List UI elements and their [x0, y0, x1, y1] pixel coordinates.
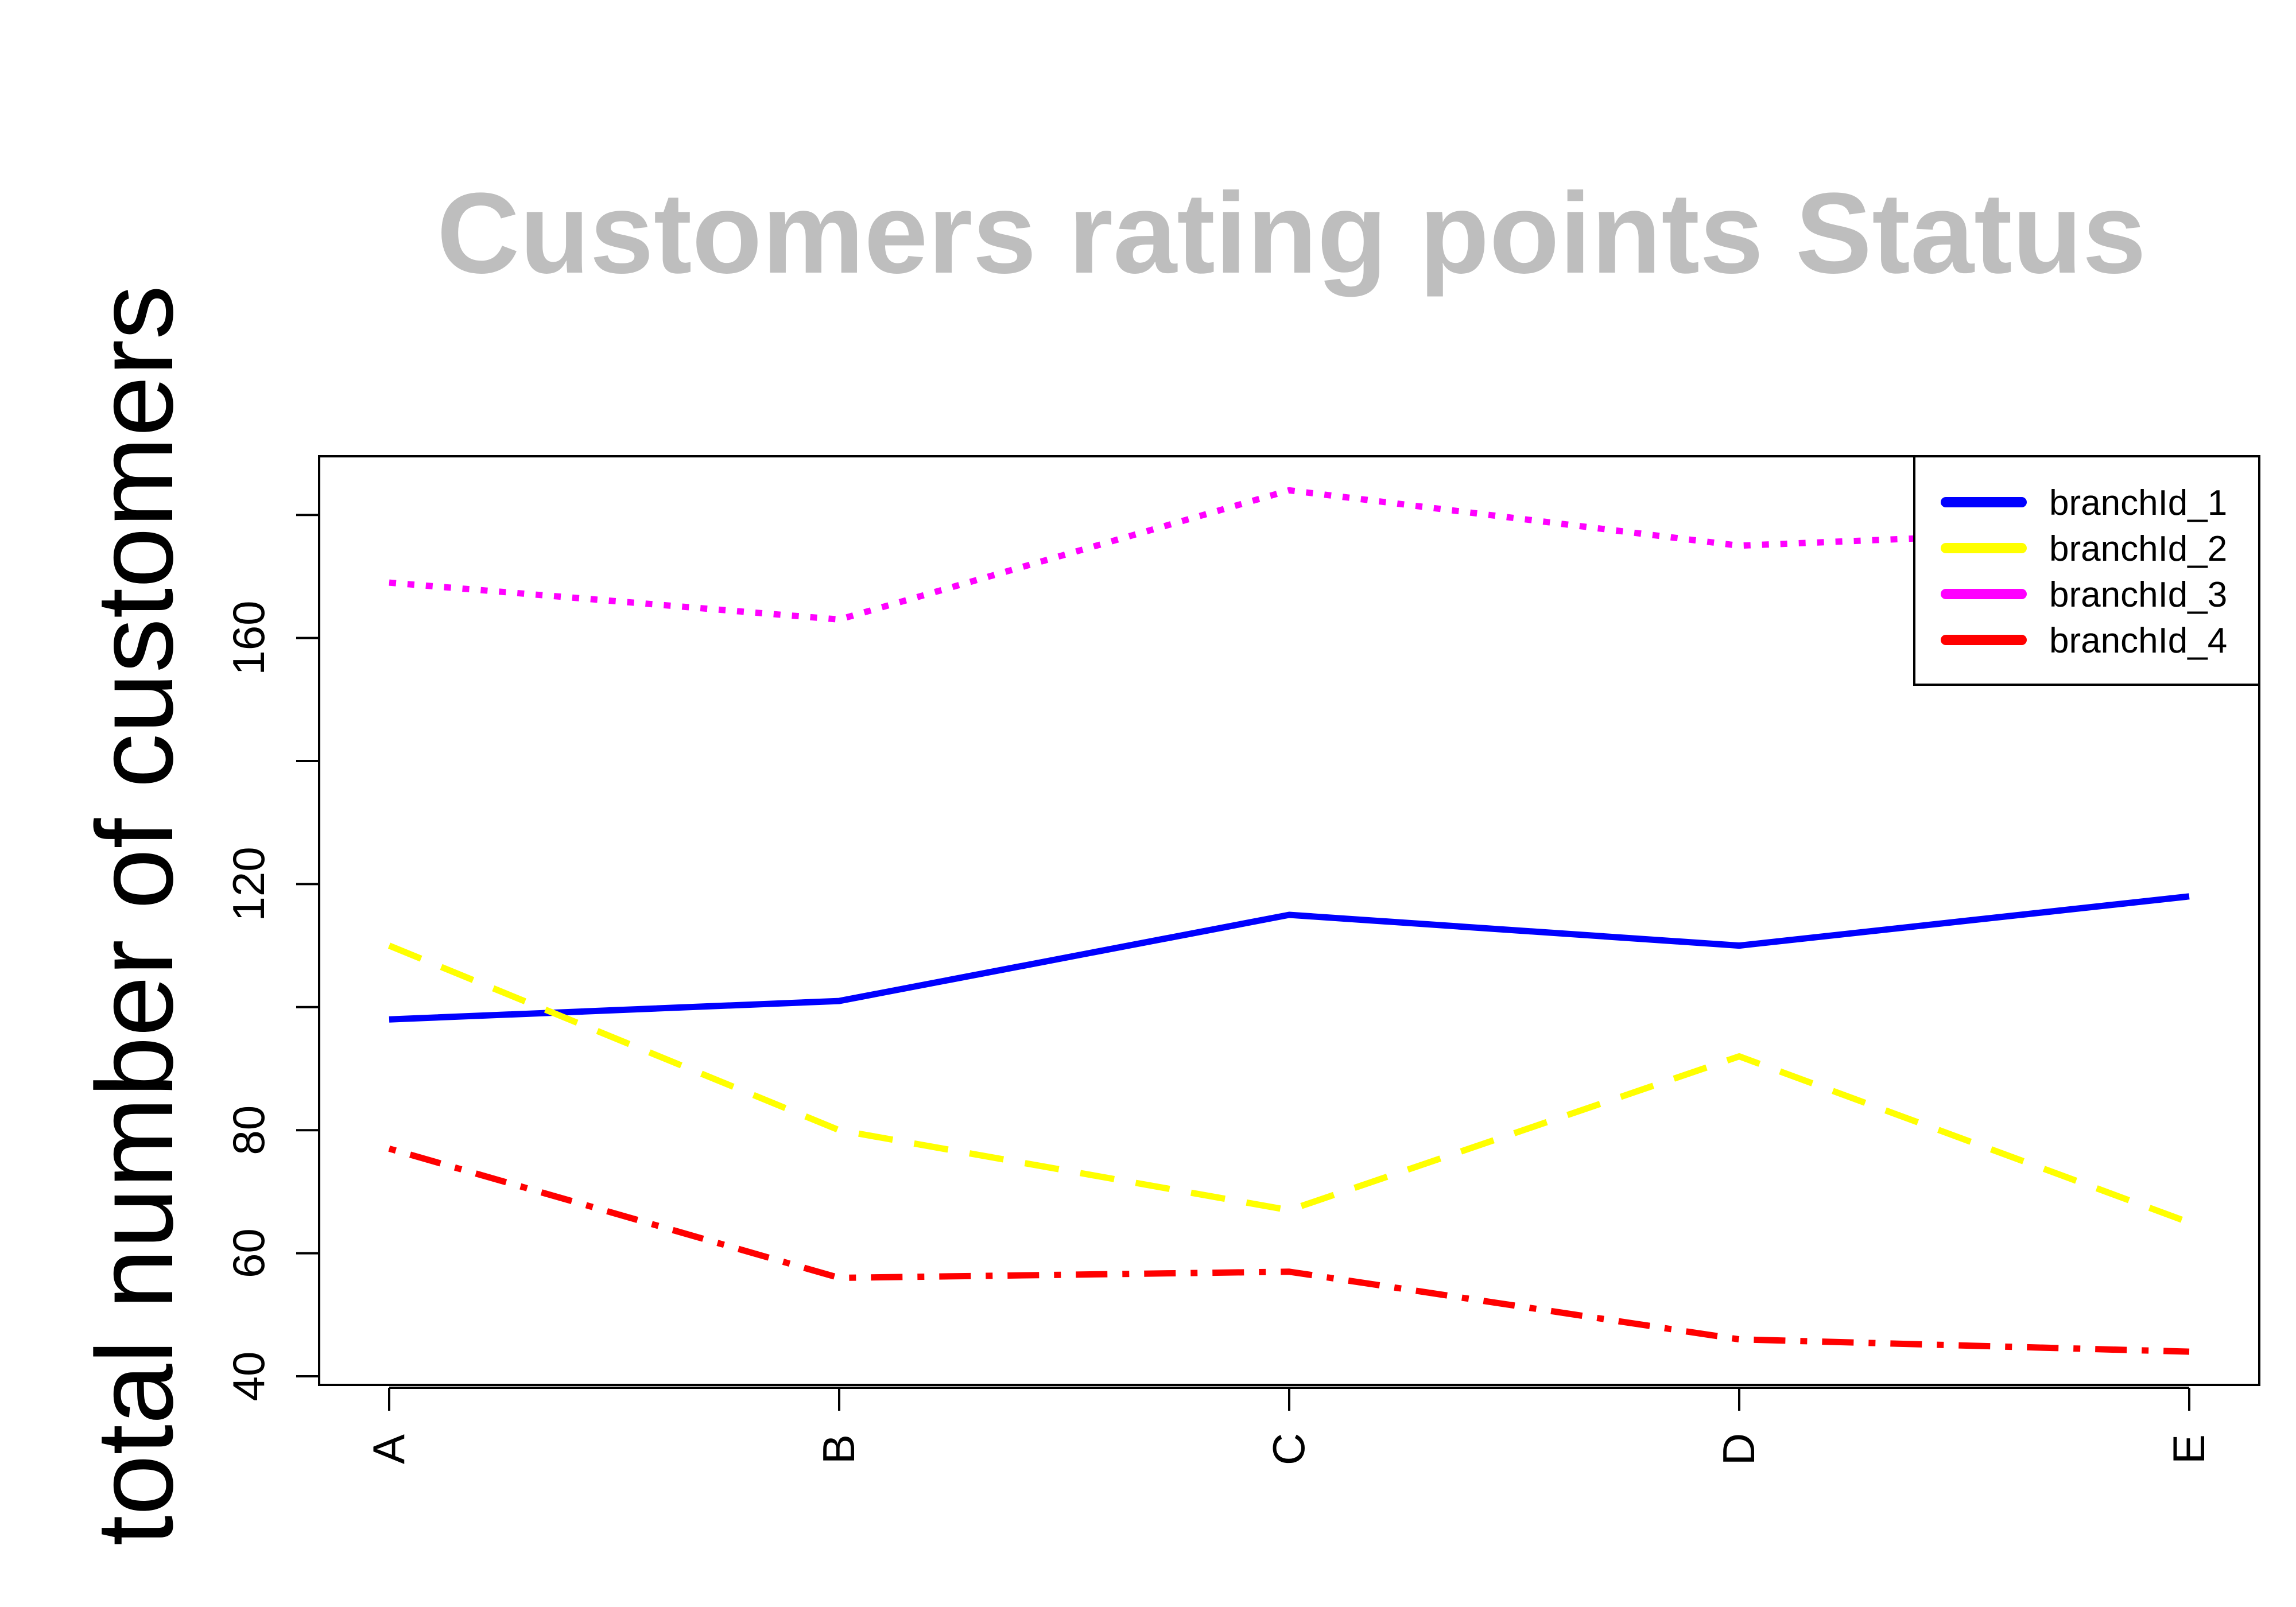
series-layer — [387, 487, 2190, 1355]
series-line-3 — [389, 487, 2190, 623]
legend-label: branchId_1 — [2049, 483, 2227, 523]
legend: branchId_1 branchId_2 branchId_3 branchId_4 — [1913, 455, 2260, 686]
x-tick-label: D — [1713, 1433, 1764, 1465]
chart-title: Customers rating points Status — [437, 169, 2146, 297]
legend-label: branchId_3 — [2049, 575, 2227, 615]
series-line-4 — [388, 1146, 2190, 1355]
y-tick-label: 80 — [223, 1105, 274, 1155]
y-tick-label: 120 — [223, 847, 274, 921]
y-tick-label: 160 — [223, 601, 274, 676]
series-line-1 — [389, 893, 2190, 1023]
legend-label: branchId_4 — [2049, 621, 2227, 661]
series-line-2 — [387, 942, 2190, 1226]
legend-box — [1913, 455, 2260, 686]
y-axis: 40 60 80 120 160 — [223, 514, 320, 1402]
y-axis-label: total number of customers — [74, 285, 196, 1546]
x-axis: A B C D E — [363, 1387, 2214, 1465]
y-tick-label: 60 — [223, 1228, 274, 1278]
y-tick-label: 40 — [223, 1352, 274, 1402]
legend-label: branchId_2 — [2049, 529, 2227, 569]
x-tick-label: C — [1263, 1433, 1314, 1465]
x-tick-label: B — [813, 1434, 864, 1464]
x-tick-label: E — [2163, 1434, 2214, 1464]
x-tick-label: A — [363, 1434, 414, 1464]
